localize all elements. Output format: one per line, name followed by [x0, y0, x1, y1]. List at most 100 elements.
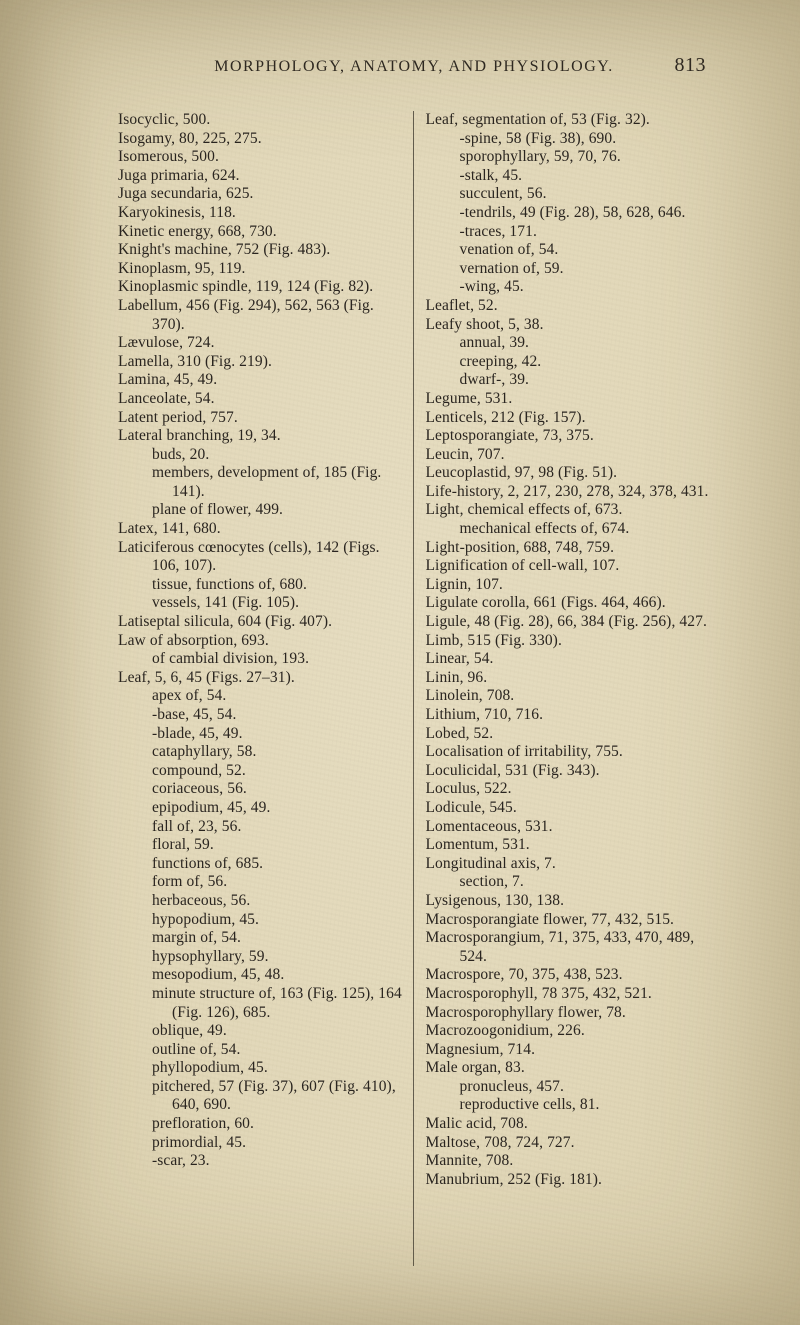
index-entry: -base, 45, 54. — [118, 706, 403, 725]
index-entry: Juga secundaria, 625. — [118, 185, 403, 204]
index-entry: dwarf-, 39. — [425, 371, 710, 390]
index-entry: Magnesium, 714. — [425, 1041, 710, 1060]
index-entry: sporophyllary, 59, 70, 76. — [425, 148, 710, 167]
index-entry: Light, chemical effects of, 673. — [425, 501, 710, 520]
index-entry: Leucoplastid, 97, 98 (Fig. 51). — [425, 464, 710, 483]
index-entry: Latiseptal silicula, 604 (Fig. 407). — [118, 613, 403, 632]
index-entry: Kinoplasm, 95, 119. — [118, 260, 403, 279]
index-entry: Loculicidal, 531 (Fig. 343). — [425, 762, 710, 781]
index-entry: herbaceous, 56. — [118, 892, 403, 911]
index-entry: members, development of, 185 (Fig. 141). — [118, 464, 403, 501]
index-entry: Limb, 515 (Fig. 330). — [425, 632, 710, 651]
index-entry: primordial, 45. — [118, 1134, 403, 1153]
index-entry: Leaflet, 52. — [425, 297, 710, 316]
index-entry: Latent period, 757. — [118, 409, 403, 428]
index-entry: Manubrium, 252 (Fig. 181). — [425, 1171, 710, 1190]
index-entry: Law of absorption, 693. — [118, 632, 403, 651]
index-entry: buds, 20. — [118, 446, 403, 465]
index-entry: Macrosporophyllary flower, 78. — [425, 1004, 710, 1023]
index-entry: -spine, 58 (Fig. 38), 690. — [425, 130, 710, 149]
index-entry: fall of, 23, 56. — [118, 818, 403, 837]
index-entry: Lenticels, 212 (Fig. 157). — [425, 409, 710, 428]
index-entry: Latex, 141, 680. — [118, 520, 403, 539]
index-entry: vernation of, 59. — [425, 260, 710, 279]
index-entry: Labellum, 456 (Fig. 294), 562, 563 (Fig.… — [118, 297, 403, 334]
index-column-left: Isocyclic, 500.Isogamy, 80, 225, 275.Iso… — [118, 111, 413, 1266]
index-entry: venation of, 54. — [425, 241, 710, 260]
index-entry: Macrozoogonidium, 226. — [425, 1022, 710, 1041]
index-entry: annual, 39. — [425, 334, 710, 353]
index-entry: Localisation of irritability, 755. — [425, 743, 710, 762]
index-entry: tissue, functions of, 680. — [118, 576, 403, 595]
index-entry: Leptosporangiate, 73, 375. — [425, 427, 710, 446]
index-entry: Light-position, 688, 748, 759. — [425, 539, 710, 558]
index-entry: pronucleus, 457. — [425, 1078, 710, 1097]
index-entry: Isomerous, 500. — [118, 148, 403, 167]
index-entry: -scar, 23. — [118, 1152, 403, 1171]
index-entry: prefloration, 60. — [118, 1115, 403, 1134]
index-entry: -stalk, 45. — [425, 167, 710, 186]
page-number: 813 — [658, 54, 706, 77]
index-entry: minute structure of, 163 (Fig. 125), 164… — [118, 985, 403, 1022]
index-entry: -blade, 45, 49. — [118, 725, 403, 744]
index-entry: Lysigenous, 130, 138. — [425, 892, 710, 911]
running-head: MORPHOLOGY, ANATOMY, AND PHYSIOLOGY. — [170, 58, 658, 76]
index-entry: of cambial division, 193. — [118, 650, 403, 669]
index-entry: section, 7. — [425, 873, 710, 892]
index-entry: form of, 56. — [118, 873, 403, 892]
index-entry: functions of, 685. — [118, 855, 403, 874]
index-entry: Juga primaria, 624. — [118, 167, 403, 186]
index-entry: succulent, 56. — [425, 185, 710, 204]
index-entry: creeping, 42. — [425, 353, 710, 372]
index-entry: reproductive cells, 81. — [425, 1096, 710, 1115]
index-entry: Longitudinal axis, 7. — [425, 855, 710, 874]
index-entry: cataphyllary, 58. — [118, 743, 403, 762]
index-entry: margin of, 54. — [118, 929, 403, 948]
index-entry: Macrospore, 70, 375, 438, 523. — [425, 966, 710, 985]
index-entry: Karyokinesis, 118. — [118, 204, 403, 223]
index-entry: Lateral branching, 19, 34. — [118, 427, 403, 446]
index-entry: oblique, 49. — [118, 1022, 403, 1041]
index-entry: Kinoplasmic spindle, 119, 124 (Fig. 82). — [118, 278, 403, 297]
index-entry: coriaceous, 56. — [118, 780, 403, 799]
index-entry: Leucin, 707. — [425, 446, 710, 465]
index-entry: Lævulose, 724. — [118, 334, 403, 353]
index-entry: Life-history, 2, 217, 230, 278, 324, 378… — [425, 483, 710, 502]
index-entry: Malic acid, 708. — [425, 1115, 710, 1134]
index-entry: Maltose, 708, 724, 727. — [425, 1134, 710, 1153]
column-divider — [413, 111, 414, 1266]
index-entry: hypopodium, 45. — [118, 911, 403, 930]
index-entry: vessels, 141 (Fig. 105). — [118, 594, 403, 613]
page-header: MORPHOLOGY, ANATOMY, AND PHYSIOLOGY. 813 — [118, 54, 710, 77]
index-entry: Lobed, 52. — [425, 725, 710, 744]
index-entry: pitchered, 57 (Fig. 37), 607 (Fig. 410),… — [118, 1078, 403, 1115]
index-entry: Linear, 54. — [425, 650, 710, 669]
index-entry: -tendrils, 49 (Fig. 28), 58, 628, 646. — [425, 204, 710, 223]
index-entry: Lomentum, 531. — [425, 836, 710, 855]
index-entry: Leaf, 5, 6, 45 (Figs. 27–31). — [118, 669, 403, 688]
index-entry: -traces, 171. — [425, 223, 710, 242]
index-entry: Macrosporophyll, 78 375, 432, 521. — [425, 985, 710, 1004]
index-entry: Lomentaceous, 531. — [425, 818, 710, 837]
index-columns: Isocyclic, 500.Isogamy, 80, 225, 275.Iso… — [118, 111, 710, 1266]
index-entry: compound, 52. — [118, 762, 403, 781]
index-entry: floral, 59. — [118, 836, 403, 855]
index-entry: outline of, 54. — [118, 1041, 403, 1060]
index-column-right: Leaf, segmentation of, 53 (Fig. 32).-spi… — [413, 111, 710, 1266]
index-entry: Male organ, 83. — [425, 1059, 710, 1078]
index-entry: Isocyclic, 500. — [118, 111, 403, 130]
index-entry: Lignin, 107. — [425, 576, 710, 595]
index-entry: Legume, 531. — [425, 390, 710, 409]
index-entry: Ligule, 48 (Fig. 28), 66, 384 (Fig. 256)… — [425, 613, 710, 632]
index-entry: phyllopodium, 45. — [118, 1059, 403, 1078]
index-entry: Knight's machine, 752 (Fig. 483). — [118, 241, 403, 260]
index-entry: mechanical effects of, 674. — [425, 520, 710, 539]
index-entry: Kinetic energy, 668, 730. — [118, 223, 403, 242]
index-entry: -wing, 45. — [425, 278, 710, 297]
index-entry: Lamina, 45, 49. — [118, 371, 403, 390]
index-entry: Macrosporangium, 71, 375, 433, 470, 489,… — [425, 929, 710, 966]
index-entry: Leafy shoot, 5, 38. — [425, 316, 710, 335]
index-entry: apex of, 54. — [118, 687, 403, 706]
index-entry: Linolein, 708. — [425, 687, 710, 706]
index-entry: Lithium, 710, 716. — [425, 706, 710, 725]
